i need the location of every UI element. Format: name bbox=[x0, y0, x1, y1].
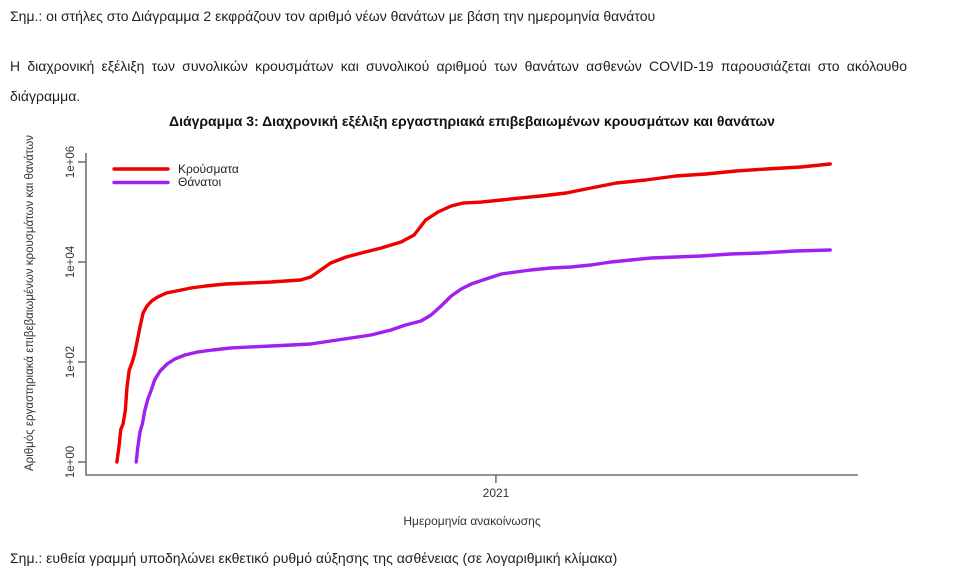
x-tick-label-2021: 2021 bbox=[482, 486, 510, 500]
cases-line bbox=[115, 162, 832, 464]
note-diagram2: Σημ.: οι στήλες στο Διάγραμμα 2 εκφράζου… bbox=[10, 8, 656, 24]
chart-title: Διάγραμμα 3: Διαχρονική εξέλιξη εργαστηρ… bbox=[169, 113, 775, 129]
deaths-line bbox=[134, 248, 832, 464]
note-log-scale: Σημ.: ευθεία γραμμή υποδηλώνει εκθετικό … bbox=[10, 550, 618, 566]
intro-paragraph: Η διαχρονική εξέλιξη των συνολικών κρουσ… bbox=[10, 58, 907, 104]
legend-label-deaths: Θάνατοι bbox=[178, 175, 222, 189]
axis-frame bbox=[85, 153, 858, 476]
legend-label-cases: Κρούσματα bbox=[178, 162, 239, 176]
x-axis-label: Ημερομηνία ανακοίνωσης bbox=[403, 514, 541, 528]
